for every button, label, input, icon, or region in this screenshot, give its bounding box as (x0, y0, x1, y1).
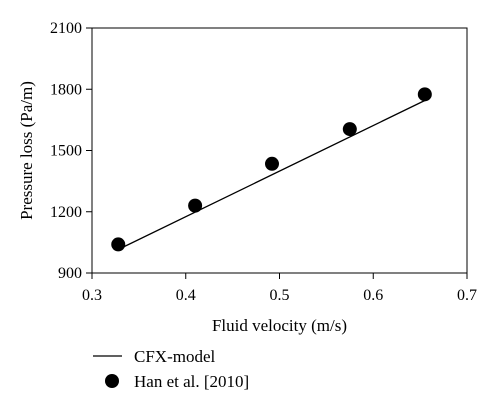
y-axis-ticks: 900 1200 1500 1800 2100 (50, 20, 92, 282)
x-tick-label: 0.4 (176, 287, 196, 304)
x-tick-label: 0.7 (457, 287, 477, 304)
data-point-han-et-al (342, 122, 357, 137)
legend-label-cfx-model: CFX-model (134, 347, 216, 366)
series-layer (111, 87, 432, 252)
series-line-cfx-model (117, 99, 426, 251)
legend-label-han-et-al: Han et al. [2010] (134, 372, 249, 391)
plot-frame (91, 27, 468, 274)
x-axis-label: Fluid velocity (m/s) (212, 316, 347, 335)
data-point-han-et-al (188, 198, 203, 213)
y-axis-label: Pressure loss (Pa/m) (17, 81, 36, 220)
y-tick-label: 900 (58, 265, 82, 282)
legend: CFX-model Han et al. [2010] (93, 347, 249, 391)
x-tick-label: 0.5 (270, 287, 290, 304)
x-tick-label: 0.6 (363, 287, 383, 304)
data-point-han-et-al (111, 237, 126, 252)
y-tick-label: 1800 (50, 81, 82, 98)
y-tick-label: 1200 (50, 204, 82, 221)
y-tick-label: 1500 (50, 143, 82, 160)
legend-marker-swatch (105, 374, 119, 388)
data-point-han-et-al (417, 87, 432, 102)
x-axis-ticks: 0.3 0.4 0.5 0.6 0.7 (82, 273, 477, 304)
y-tick-label: 2100 (50, 20, 82, 37)
x-tick-label: 0.3 (82, 287, 102, 304)
data-point-han-et-al (265, 156, 279, 171)
